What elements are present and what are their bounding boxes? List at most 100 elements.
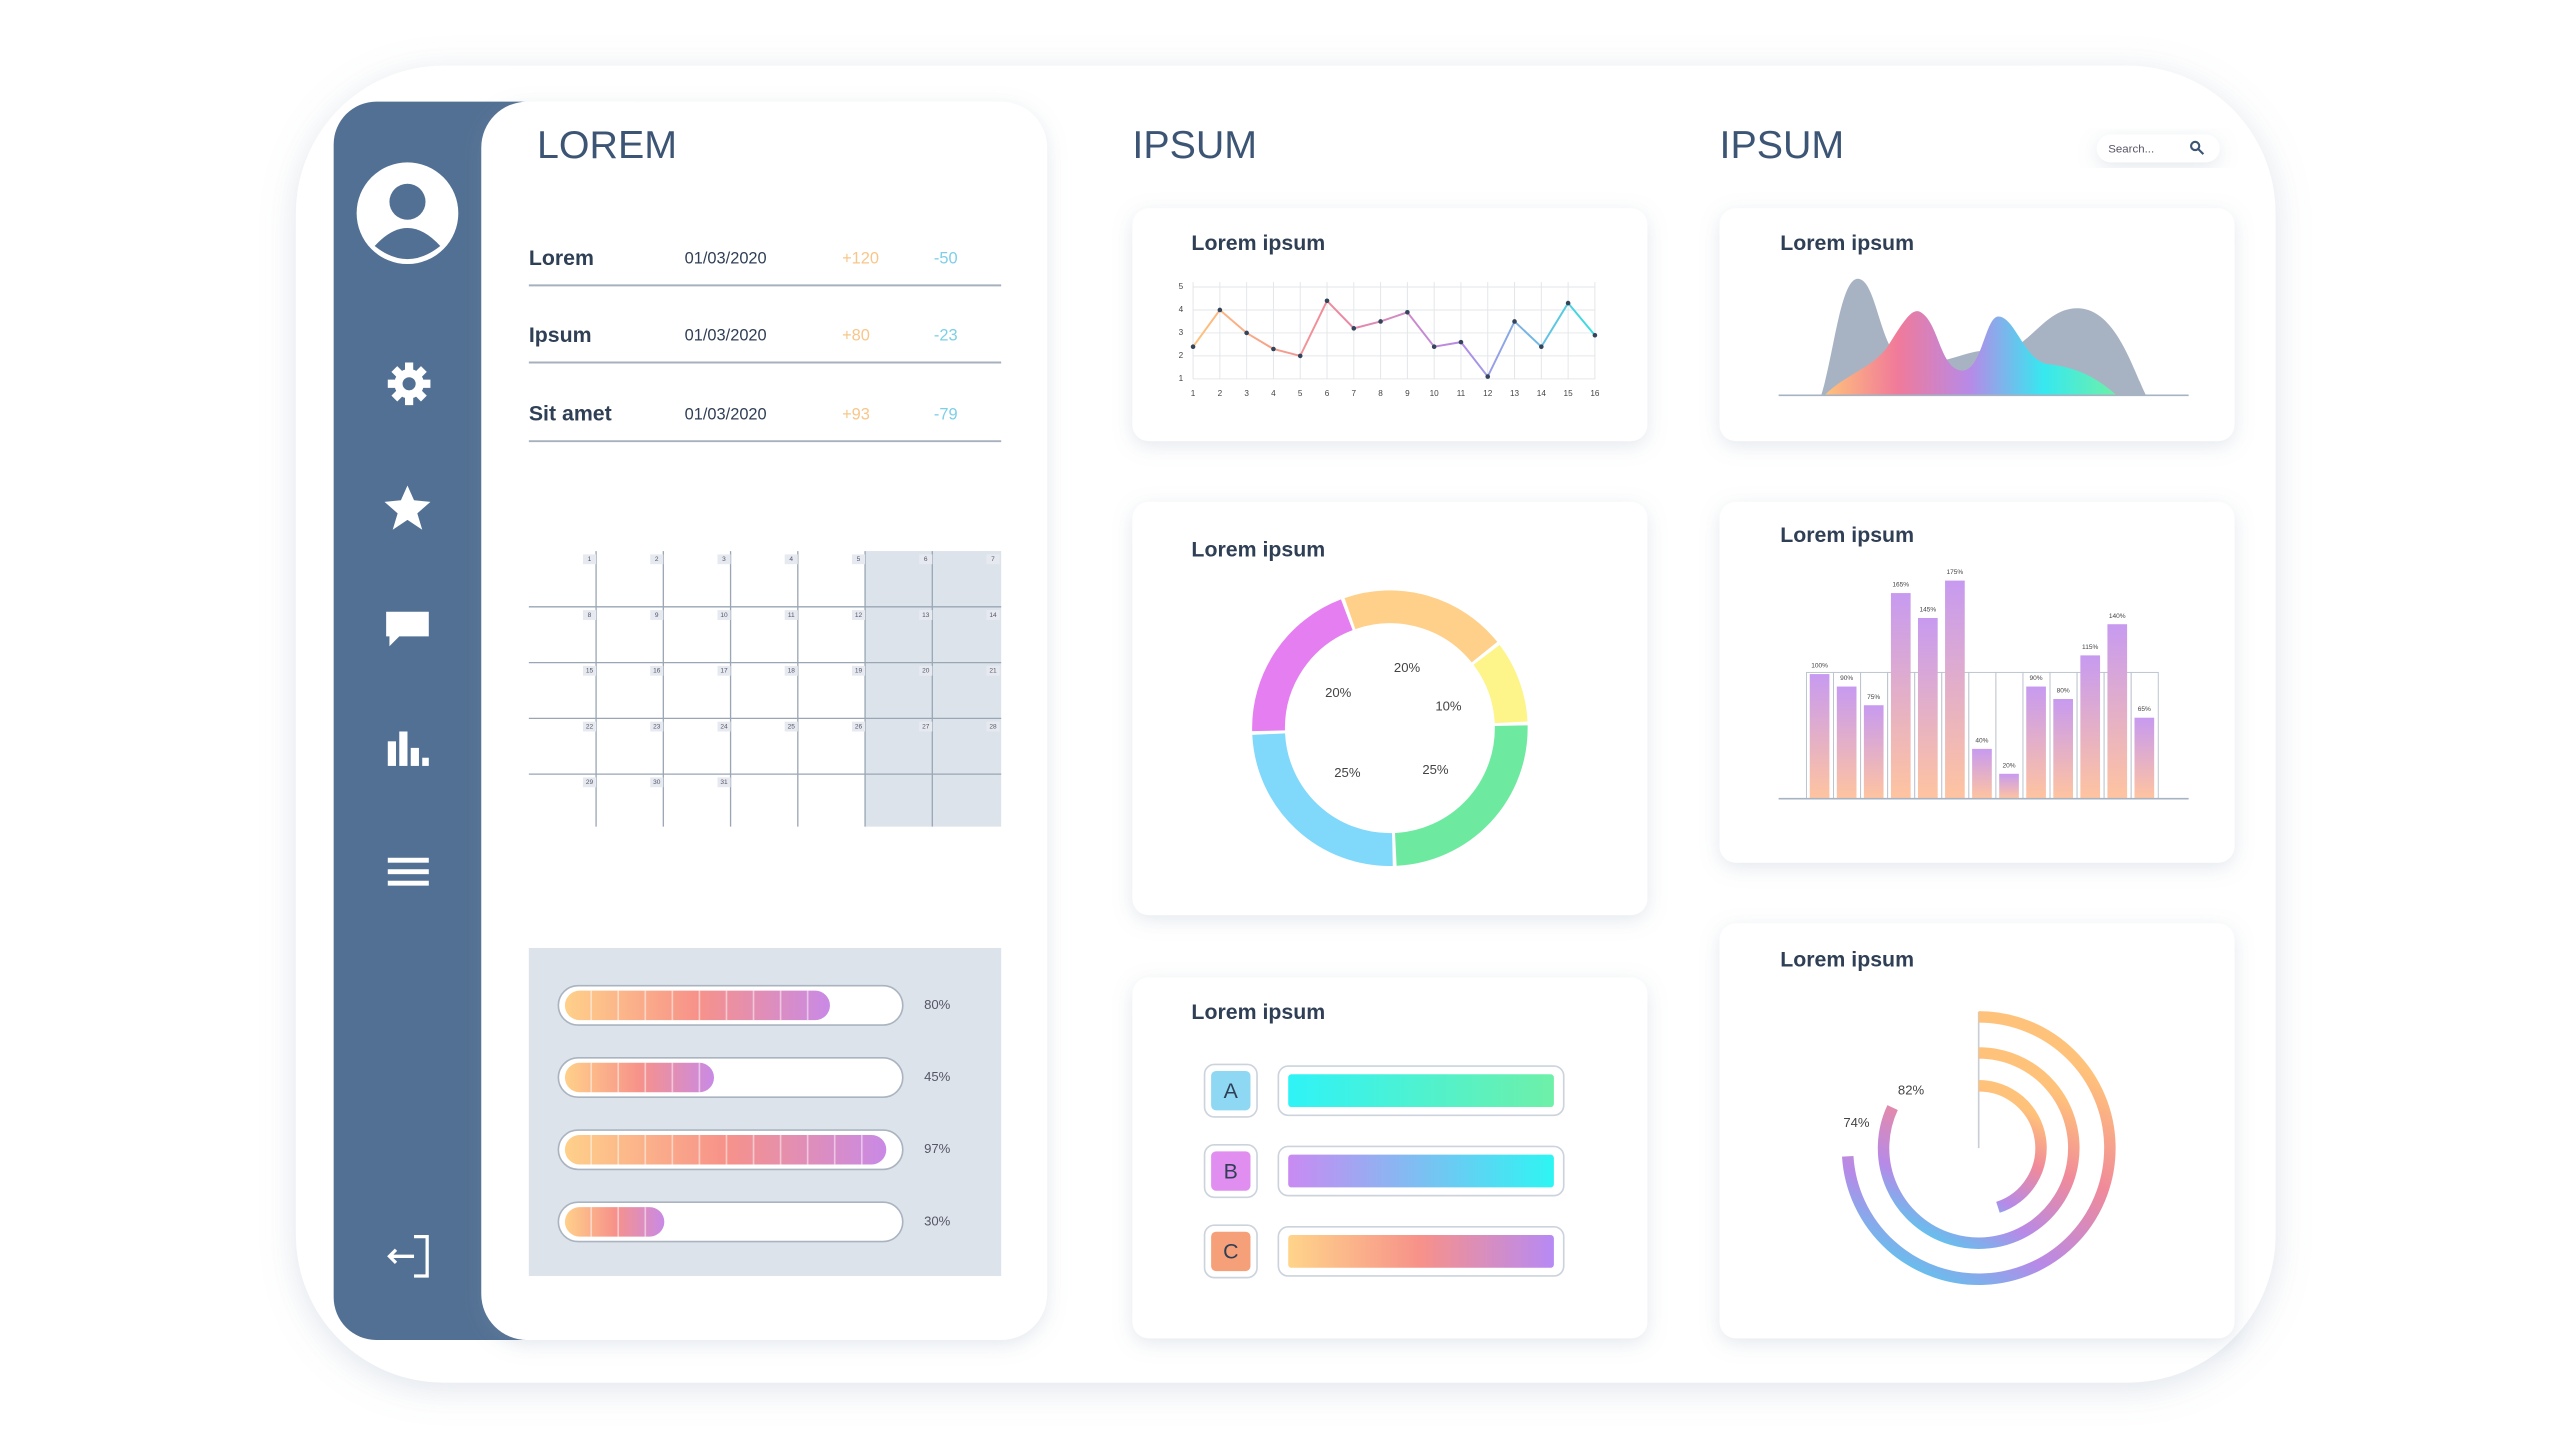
- calendar-day-box: [717, 777, 731, 788]
- table-cell: 01/03/2020: [685, 249, 767, 267]
- donut-label: 10%: [1435, 698, 1462, 713]
- calendar-day: 23: [653, 723, 661, 730]
- category-box: [1211, 1231, 1251, 1272]
- x-tick-label: 9: [1405, 389, 1410, 398]
- calendar-day: 2: [655, 556, 659, 563]
- calendar-day: 13: [922, 612, 930, 619]
- calendar-day: 10: [720, 612, 728, 619]
- star-icon[interactable]: [384, 485, 431, 530]
- category-label: A: [1224, 1079, 1239, 1103]
- calendar-day-box: [717, 554, 731, 565]
- calendar-day-box: [717, 610, 731, 620]
- line-point: [1271, 346, 1276, 352]
- logout-icon[interactable]: [387, 1234, 429, 1278]
- line-point: [1592, 332, 1598, 338]
- x-tick-label: 15: [1564, 389, 1574, 398]
- calendar-day: 4: [789, 556, 793, 563]
- bar-label: 165%: [1892, 582, 1909, 589]
- card: [1132, 501, 1648, 916]
- bar-label: 75%: [1867, 694, 1880, 701]
- calendar-day: 7: [991, 556, 995, 563]
- calendar-day: 22: [586, 723, 594, 730]
- donut-label: 25%: [1422, 762, 1449, 777]
- x-tick-label: 1: [1191, 389, 1196, 398]
- x-tick-label: 6: [1325, 389, 1330, 398]
- x-tick-label: 2: [1218, 389, 1223, 398]
- bar: [1863, 705, 1884, 799]
- calendar-day: 15: [586, 668, 594, 675]
- calendar-day-box: [784, 554, 798, 565]
- line-point: [1324, 298, 1330, 304]
- line-point: [1458, 339, 1464, 345]
- calendar-day: 16: [653, 668, 661, 675]
- donut-segment: [1252, 732, 1393, 866]
- chart-icon[interactable]: [387, 731, 429, 766]
- progress-label: 45%: [924, 1069, 951, 1084]
- bar: [1809, 674, 1830, 799]
- bar-label: 90%: [1840, 675, 1853, 682]
- calendar-day: 25: [788, 723, 796, 730]
- calendar-day-box: [582, 665, 597, 676]
- table-cell: Lorem: [529, 246, 594, 270]
- progress-label: 80%: [924, 997, 951, 1012]
- calendar-day: 8: [588, 612, 592, 619]
- x-tick-label: 13: [1510, 389, 1520, 398]
- line-point: [1512, 319, 1517, 324]
- calendar-day: 21: [989, 668, 997, 675]
- calendar-day: 5: [857, 556, 861, 563]
- radial-arc: [1842, 1011, 2116, 1285]
- calendar-day: 14: [989, 612, 997, 619]
- table-cell: +93: [842, 405, 870, 423]
- category-box: [1211, 1151, 1251, 1191]
- calendar-day-box: [784, 610, 798, 620]
- x-tick-label: 12: [1483, 389, 1493, 398]
- bar-label: 80%: [2057, 688, 2070, 695]
- calendar-day-box: [582, 777, 597, 788]
- calendar-day-box: [986, 665, 1000, 676]
- calendar-day-box: [650, 554, 664, 565]
- avatar[interactable]: [356, 162, 459, 265]
- x-tick-label: 4: [1271, 389, 1276, 398]
- calendar-day: 31: [720, 779, 728, 786]
- table-cell: Ipsum: [529, 323, 592, 347]
- chat-icon[interactable]: [386, 611, 429, 647]
- table-cell: Sit amet: [529, 402, 612, 426]
- bar-label: 175%: [1947, 569, 1964, 576]
- calendar-day: 26: [855, 723, 863, 730]
- calendar-day: 28: [989, 723, 997, 730]
- line-point: [1217, 307, 1223, 313]
- calendar-day: 17: [720, 668, 728, 675]
- donut-label: 20%: [1325, 685, 1352, 700]
- category-label: C: [1223, 1240, 1238, 1264]
- bar: [2107, 624, 2128, 799]
- menu-icon[interactable]: [387, 857, 429, 886]
- category-label: B: [1224, 1159, 1238, 1183]
- category-box: [1211, 1070, 1251, 1111]
- calendar-day: 3: [722, 556, 726, 563]
- calendar-day-box: [919, 554, 933, 565]
- calendar-day-box: [650, 610, 664, 620]
- donut-label: 20%: [1394, 660, 1421, 675]
- calendar-day-box: [650, 777, 664, 788]
- bar: [1917, 617, 1938, 799]
- card-title: Lorem ipsum: [1780, 523, 1914, 547]
- bar-label: 100%: [1811, 663, 1828, 670]
- donut-segment: [1252, 599, 1354, 732]
- table-cell: -23: [934, 327, 958, 345]
- search-icon[interactable]: [2190, 140, 2205, 155]
- card-title: Lorem ipsum: [1191, 538, 1325, 562]
- x-tick-label: 16: [1590, 389, 1600, 398]
- category-bar: [1288, 1074, 1554, 1108]
- x-tick-label: 10: [1430, 389, 1440, 398]
- calendar-day-box: [717, 721, 731, 732]
- x-tick-label: 3: [1244, 389, 1249, 398]
- settings-icon[interactable]: [387, 362, 431, 406]
- search-box[interactable]: [2096, 134, 2220, 163]
- calendar-day: 27: [922, 723, 930, 730]
- line-series: [1192, 299, 1596, 379]
- bar-label: 115%: [2082, 644, 2098, 651]
- donut-segment: [1344, 590, 1498, 663]
- area-shape: [1824, 311, 2117, 396]
